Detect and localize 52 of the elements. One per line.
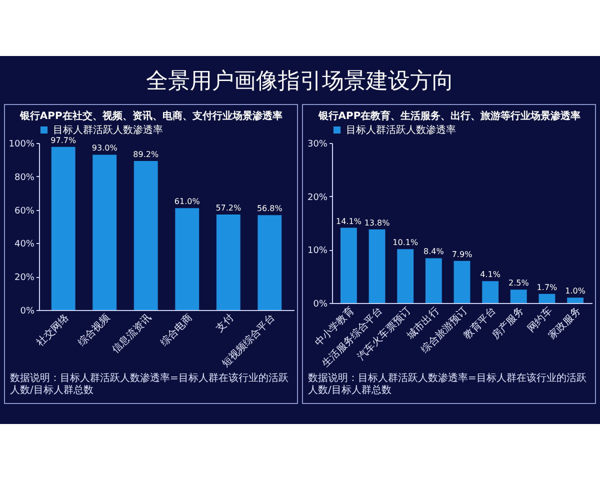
data-label: 89.2%	[133, 150, 159, 160]
bar	[368, 229, 386, 303]
data-label: 1.7%	[536, 282, 558, 292]
y-tick-label: 0%	[313, 300, 328, 310]
y-tick-label: 30%	[307, 140, 328, 150]
legend-label: 目标人群活跃人数渗透率	[53, 124, 163, 136]
bar	[134, 161, 158, 310]
bar	[258, 215, 282, 310]
data-label: 13.8%	[364, 218, 390, 228]
y-tick-label: 60%	[14, 206, 35, 216]
data-label: 14.1%	[336, 216, 362, 226]
bar	[538, 294, 556, 303]
x-tick-label: 信息流资讯	[110, 312, 154, 356]
chart-title: 银行APP在教育、生活服务、出行、旅游等行业场景渗透率	[317, 110, 581, 122]
x-tick-label: 社交网络	[34, 312, 72, 349]
bar	[425, 258, 442, 303]
chart-title: 银行APP在社交、视频、资讯、电商、支付行业场景渗透率	[18, 110, 282, 122]
bar	[397, 249, 414, 303]
data-label: 56.8%	[256, 204, 283, 214]
bar	[216, 214, 240, 310]
y-tick-label: 80%	[14, 172, 35, 183]
bar	[92, 154, 117, 310]
legend-label: 目标人群活跃人数渗透率	[346, 124, 456, 136]
text: 数据说明：目标人群活跃人数渗透率=目标人群在该行业的活跃人数/目标人群总数	[307, 372, 588, 398]
data-label: 4.1%	[480, 270, 501, 280]
data-label: 97.7%	[50, 136, 76, 145]
y-tick-label: 40%	[14, 240, 35, 250]
bar	[510, 290, 527, 303]
bar	[340, 228, 357, 303]
data-label: 93.0%	[92, 144, 118, 153]
data-label: 2.5%	[508, 278, 530, 288]
bar	[175, 208, 200, 310]
x-tick-label: 综合电商	[158, 312, 195, 349]
data-label: 7.9%	[452, 250, 473, 259]
y-tick-label: 0%	[20, 306, 35, 316]
bar	[51, 146, 76, 310]
data-label: 1.0%	[565, 286, 586, 296]
y-tick-label: 20%	[307, 192, 328, 203]
x-tick-label: 支付	[214, 312, 236, 334]
bar	[482, 281, 499, 303]
data-label: 61.0%	[174, 197, 200, 206]
data-label: 8.4%	[424, 247, 444, 256]
y-tick-label: 20%	[14, 273, 35, 284]
data-label: 57.2%	[216, 203, 242, 212]
x-tick-label: 综合视频	[76, 312, 112, 349]
bar	[567, 298, 584, 303]
y-tick-label: 10%	[307, 246, 328, 256]
text: 数据说明：目标人群活跃人数渗透率=目标人群在该行业的活跃人数/目标人群总数	[9, 372, 290, 398]
bar	[454, 260, 470, 303]
data-label: 10.1%	[392, 238, 418, 248]
text: 全景用户画像指引场景建设方向	[145, 68, 455, 96]
y-tick-label: 100%	[8, 140, 35, 150]
